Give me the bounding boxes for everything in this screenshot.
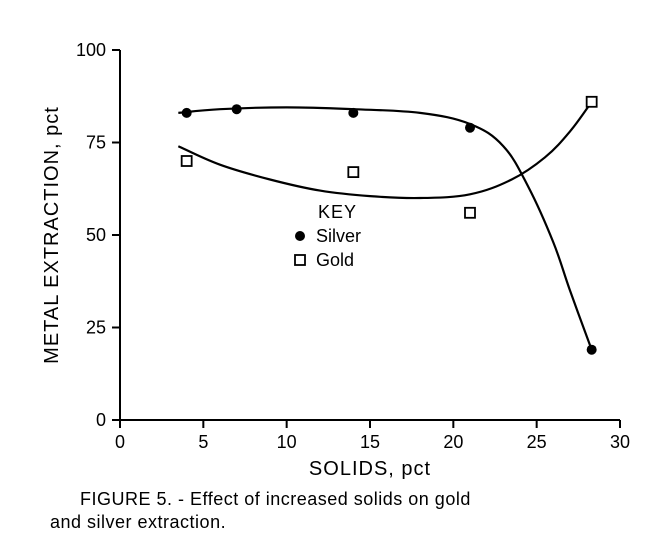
- x-tick-label: 25: [527, 432, 547, 452]
- point-silver: [465, 123, 475, 133]
- curve-gold: [178, 102, 591, 198]
- x-tick-label: 20: [443, 432, 463, 452]
- figure-caption-line2: and silver extraction.: [50, 512, 226, 529]
- x-tick-label: 0: [115, 432, 125, 452]
- legend-label-gold: Gold: [316, 250, 354, 270]
- point-gold: [465, 208, 475, 218]
- point-silver: [587, 345, 597, 355]
- point-gold: [348, 167, 358, 177]
- point-gold: [587, 97, 597, 107]
- y-tick-label: 75: [86, 133, 106, 153]
- y-tick-label: 25: [86, 318, 106, 338]
- legend-title: KEY: [318, 202, 357, 222]
- x-tick-label: 15: [360, 432, 380, 452]
- legend-label-silver: Silver: [316, 226, 361, 246]
- y-tick-label: 50: [86, 225, 106, 245]
- legend-marker-gold: [295, 255, 305, 265]
- curve-silver: [178, 107, 591, 349]
- figure-caption-line1: FIGURE 5. - Effect of increased solids o…: [80, 489, 471, 509]
- chart-svg: 0 5 10 15 20 25 30 0 25 50 75 100 SOLIDS, pct METAL E…: [20, 20, 650, 529]
- y-axis-label: METAL EXTRACTION, pct: [41, 106, 63, 364]
- x-tick-label: 10: [277, 432, 297, 452]
- x-tick-label: 30: [610, 432, 630, 452]
- chart-container: 0 5 10 15 20 25 30 0 25 50 75 100 SOLIDS, pct METAL E…: [20, 20, 650, 529]
- point-silver: [232, 104, 242, 114]
- x-tick-label: 5: [198, 432, 208, 452]
- point-silver: [182, 108, 192, 118]
- point-silver: [348, 108, 358, 118]
- y-tick-label: 0: [96, 410, 106, 430]
- point-gold: [182, 156, 192, 166]
- legend-marker-silver: [295, 231, 305, 241]
- y-tick-label: 100: [76, 40, 106, 60]
- x-axis-label: SOLIDS, pct: [309, 458, 431, 480]
